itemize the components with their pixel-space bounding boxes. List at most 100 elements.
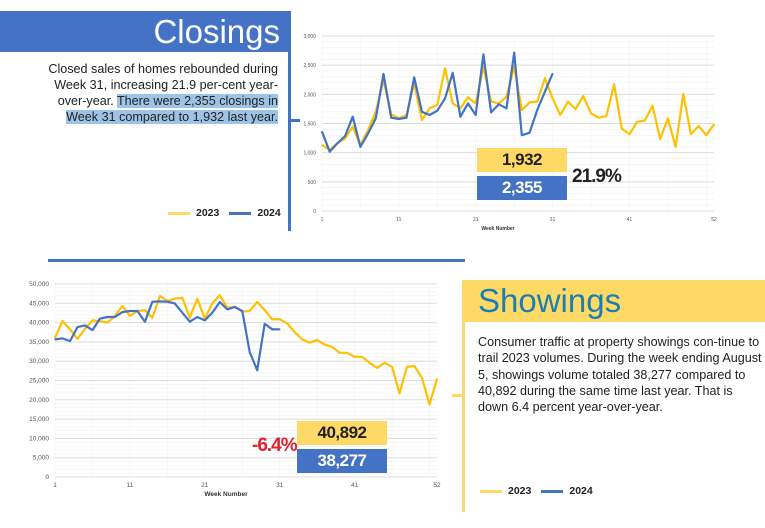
x-tick-label: 52 (433, 482, 441, 489)
data-point-2023 (181, 296, 184, 299)
data-point-2024 (513, 51, 515, 54)
data-point-2024 (367, 132, 369, 135)
data-point-2023 (597, 116, 600, 119)
data-point-2024 (159, 300, 161, 303)
data-point-2023 (331, 345, 333, 348)
data-point-2024 (136, 310, 139, 312)
data-point-2024 (375, 117, 377, 120)
showings-header: Showings (463, 280, 765, 322)
closings-header: Closings (0, 11, 290, 52)
data-point-2023 (211, 302, 214, 305)
data-point-2024 (256, 369, 259, 371)
data-point-2023 (248, 310, 251, 312)
y-tick-label: 5,000 (33, 455, 50, 462)
x-tick-label: 31 (276, 482, 284, 489)
data-point-2023 (605, 115, 608, 117)
data-point-2023 (308, 341, 311, 344)
data-point-2023 (391, 365, 393, 368)
legend-swatch-2024 (229, 211, 252, 215)
data-point-2023 (406, 365, 408, 368)
y-tick-label: 2,500 (303, 63, 316, 69)
showings-description: Consumer traffic at property showings co… (478, 335, 762, 415)
data-point-2023 (705, 134, 708, 136)
data-point-2024 (459, 115, 462, 118)
data-point-2024 (328, 150, 331, 153)
x-tick-label: 41 (627, 217, 633, 223)
y-tick-label: 35,000 (29, 339, 49, 346)
data-point-2024 (436, 109, 439, 112)
data-point-2023 (444, 67, 446, 70)
closings-callout-2024: 2,355 (477, 176, 567, 200)
data-point-2024 (398, 118, 400, 120)
data-point-2024 (166, 300, 169, 303)
showings-chart: 0 5,000 10,000 15,000 20,000 25,000 30,000 35,0… (29, 281, 441, 498)
data-point-2024 (218, 301, 221, 303)
data-point-2023 (482, 65, 485, 68)
y-tick-label: 20,000 (29, 397, 49, 404)
data-point-2023 (278, 318, 281, 320)
data-point-2024 (413, 76, 416, 79)
data-point-2023 (54, 336, 56, 339)
data-point-2024 (344, 135, 346, 137)
data-point-2023 (628, 133, 631, 136)
data-point-2023 (551, 97, 554, 100)
data-point-2023 (351, 125, 354, 128)
data-point-2024 (61, 337, 64, 340)
legend-label-2023: 2023 (196, 207, 220, 219)
data-point-2023 (559, 114, 562, 116)
y-tick-label: 10,000 (29, 435, 49, 442)
y-tick-label: 30,000 (29, 358, 49, 365)
data-point-2023 (421, 377, 423, 379)
legend-label-2023: 2023 (508, 485, 532, 497)
data-point-2023 (106, 321, 109, 324)
data-point-2023 (413, 365, 416, 367)
data-point-2024 (151, 300, 154, 303)
y-tick-label: 500 (308, 180, 317, 186)
data-point-2023 (528, 101, 531, 104)
data-point-2024 (428, 114, 431, 116)
y-tick-label: 25,000 (29, 378, 49, 385)
data-point-2023 (544, 77, 546, 80)
data-point-2023 (361, 355, 363, 358)
x-tick-label: 11 (127, 482, 134, 489)
data-point-2024 (528, 132, 531, 134)
showings-accent-line (462, 280, 465, 512)
data-point-2023 (256, 301, 259, 303)
y-tick-label: 50,000 (29, 281, 49, 288)
data-point-2024 (84, 324, 86, 327)
data-point-2023 (338, 351, 341, 354)
x-tick-label: 52 (711, 217, 717, 223)
data-point-2023 (91, 319, 94, 322)
closings-description: Closed sales of homes rebounded during W… (30, 61, 278, 125)
data-point-2023 (218, 294, 221, 297)
data-point-2024 (121, 311, 124, 313)
section-divider (48, 259, 465, 262)
data-point-2024 (76, 326, 79, 328)
data-point-2023 (620, 127, 623, 130)
data-point-2024 (241, 310, 244, 312)
series-line-2023 (53, 294, 439, 406)
data-point-2023 (428, 403, 431, 406)
legend-swatch-2023 (480, 489, 502, 493)
data-point-2024 (490, 111, 492, 114)
data-point-2024 (474, 114, 477, 116)
data-point-2024 (421, 111, 423, 113)
data-point-2024 (497, 103, 500, 106)
y-tick-label: 40,000 (29, 320, 49, 327)
data-point-2024 (278, 328, 281, 331)
data-point-2024 (405, 116, 408, 119)
data-point-2023 (436, 104, 439, 106)
data-point-2024 (196, 316, 199, 318)
data-point-2023 (323, 343, 326, 346)
data-point-2024 (505, 107, 508, 110)
data-point-2024 (536, 109, 539, 111)
data-point-2024 (336, 142, 339, 145)
data-point-2023 (536, 100, 539, 103)
x-tick-label: 11 (396, 217, 401, 223)
closings-callout-2023: 1,932 (477, 148, 567, 172)
legend-swatch-2024 (541, 489, 564, 493)
showings-legend: 2023 2024 (480, 485, 593, 497)
data-point-2023 (574, 108, 577, 111)
data-point-2023 (286, 322, 288, 325)
